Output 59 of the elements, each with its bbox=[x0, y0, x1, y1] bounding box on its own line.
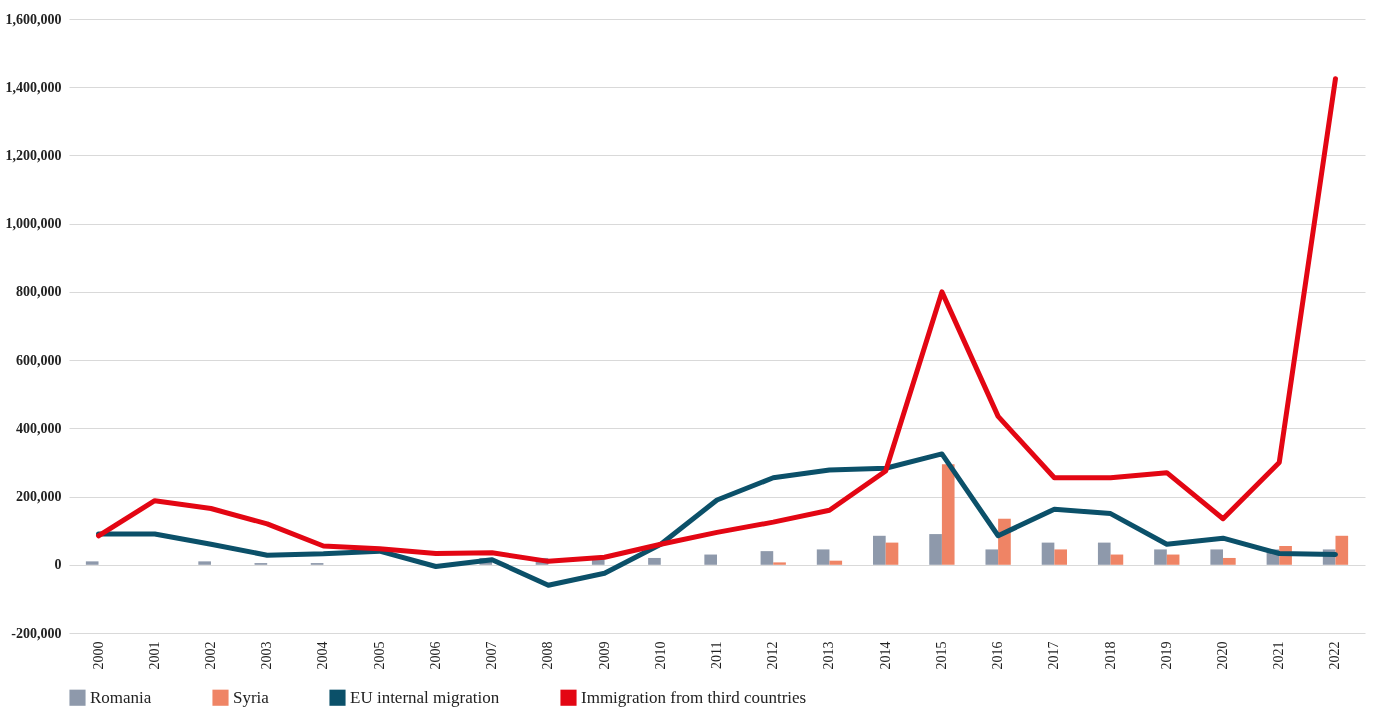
bar bbox=[704, 554, 717, 565]
x-tick-label: 2020 bbox=[1215, 641, 1231, 670]
bar bbox=[941, 464, 955, 565]
y-tick-label: 1,600,000 bbox=[5, 11, 62, 27]
x-tick-label: 2006 bbox=[427, 641, 443, 670]
x-tick-label: 2000 bbox=[90, 641, 106, 670]
x-tick-label: 2007 bbox=[484, 641, 500, 670]
bar bbox=[773, 562, 786, 565]
x-tick-label: 2014 bbox=[877, 641, 893, 670]
bar bbox=[985, 549, 999, 565]
bar bbox=[1041, 542, 1055, 565]
bar bbox=[1335, 535, 1349, 565]
bar bbox=[1166, 554, 1180, 565]
bar bbox=[1223, 557, 1236, 565]
x-tick-label: 2004 bbox=[315, 641, 331, 670]
bar bbox=[929, 534, 942, 565]
x-tick-label: 2003 bbox=[259, 641, 275, 670]
x-tick-label: 2017 bbox=[1046, 641, 1062, 670]
bar bbox=[198, 561, 211, 565]
bar bbox=[648, 557, 661, 565]
bar bbox=[1110, 554, 1124, 565]
bar bbox=[1210, 549, 1224, 565]
x-tick-label: 2002 bbox=[202, 641, 218, 670]
bar bbox=[829, 560, 843, 565]
y-tick-label: -200,000 bbox=[11, 625, 62, 641]
x-tick-label: 2022 bbox=[1327, 641, 1343, 670]
x-tick-label: 2001 bbox=[146, 641, 162, 670]
x-tick-label: 2016 bbox=[990, 641, 1006, 670]
bar bbox=[816, 549, 830, 565]
bar bbox=[1154, 549, 1167, 565]
legend-label: Immigration from third countries bbox=[581, 687, 807, 707]
x-tick-label: 2015 bbox=[933, 641, 949, 670]
y-tick-label: 1,000,000 bbox=[5, 216, 62, 232]
bar bbox=[873, 535, 886, 565]
x-tick-label: 2013 bbox=[821, 641, 837, 670]
bar bbox=[760, 551, 774, 565]
y-tick-label: 800,000 bbox=[16, 284, 62, 300]
legend-label: Romania bbox=[90, 687, 152, 707]
x-tick-label: 2021 bbox=[1271, 641, 1287, 670]
y-tick-label: 400,000 bbox=[16, 420, 62, 436]
bar bbox=[1097, 542, 1111, 565]
y-tick-label: 600,000 bbox=[16, 352, 62, 368]
x-tick-label: 2019 bbox=[1158, 641, 1174, 670]
x-tick-label: 2010 bbox=[652, 641, 668, 670]
y-tick-label: 1,200,000 bbox=[5, 147, 62, 163]
x-tick-label: 2018 bbox=[1102, 641, 1118, 670]
legend-label: EU internal migration bbox=[350, 687, 500, 707]
bar bbox=[85, 561, 99, 565]
x-tick-label: 2011 bbox=[709, 641, 724, 669]
y-tick-label: 200,000 bbox=[16, 489, 62, 505]
x-tick-label: 2005 bbox=[371, 641, 387, 670]
x-tick-label: 2012 bbox=[765, 641, 781, 670]
bar bbox=[885, 542, 899, 565]
y-tick-label: 0 bbox=[54, 557, 62, 573]
y-tick-label: 1,400,000 bbox=[5, 79, 62, 95]
legend-label: Syria bbox=[233, 687, 270, 707]
x-tick-label: 2009 bbox=[596, 641, 612, 670]
x-tick-label: 2008 bbox=[540, 641, 556, 670]
bar bbox=[1054, 549, 1067, 565]
